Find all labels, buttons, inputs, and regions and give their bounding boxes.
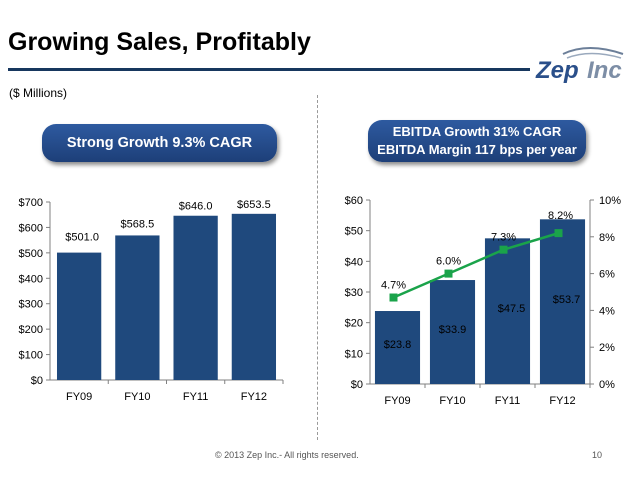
ebitda-bar bbox=[484, 238, 531, 384]
sales-x-tick-label: FY10 bbox=[124, 391, 150, 403]
ebitda-y-tick-label: $50 bbox=[345, 226, 363, 238]
ebitda-x-tick-label: FY09 bbox=[384, 395, 410, 407]
sales-x-tick-label: FY12 bbox=[241, 391, 267, 403]
ebitda-x-tick-label: FY10 bbox=[439, 395, 465, 407]
margin-marker bbox=[444, 269, 453, 278]
sales-y-tick-label: $400 bbox=[19, 273, 43, 285]
margin-y-tick-label: 6% bbox=[599, 269, 615, 281]
zepinc-logo: Zep Inc bbox=[535, 47, 624, 84]
sales-data-label: $501.0 bbox=[65, 232, 99, 244]
ebitda-data-label: $33.9 bbox=[439, 324, 467, 336]
sales-x-tick-label: FY11 bbox=[183, 391, 208, 403]
ebitda-margin-text: EBITDA Margin 117 bps per year bbox=[377, 142, 577, 157]
ebitda-bar bbox=[374, 311, 421, 384]
copyright-footer: © 2013 Zep Inc.- All rights reserved. bbox=[215, 450, 359, 460]
sales-bar bbox=[56, 252, 102, 380]
ebitda-y-tick-label: $20 bbox=[345, 318, 363, 330]
sales-growth-callout: Strong Growth 9.3% CAGR bbox=[42, 124, 277, 162]
sales-data-label: $646.0 bbox=[179, 201, 213, 213]
margin-line bbox=[393, 231, 559, 299]
units-label: ($ Millions) bbox=[9, 86, 68, 100]
page-number: 10 bbox=[592, 450, 603, 460]
sales-bar bbox=[115, 235, 160, 380]
ebitda-growth-text: EBITDA Growth 31% CAGR bbox=[392, 124, 562, 139]
sales-y-tick-label: $500 bbox=[19, 248, 43, 260]
sales-y-tick-label: $300 bbox=[19, 299, 43, 311]
margin-y-tick-label: 2% bbox=[599, 342, 615, 354]
slide-title: Growing Sales, Profitably bbox=[8, 28, 311, 56]
ebitda-callout: EBITDA Growth 31% CAGR EBITDA Margin 117… bbox=[368, 120, 586, 162]
margin-marker bbox=[389, 293, 398, 302]
margin-data-label: 8.2% bbox=[548, 210, 573, 222]
ebitda-data-label: $47.5 bbox=[498, 303, 526, 315]
margin-data-label: 4.7% bbox=[381, 280, 406, 292]
logo-arcs bbox=[562, 47, 624, 59]
sales-y-tick-label: $0 bbox=[31, 375, 43, 387]
sales-y-tick-label: $200 bbox=[19, 324, 43, 336]
logo-text-tail: Inc bbox=[587, 57, 622, 84]
logo-text-main: Zep bbox=[535, 57, 579, 84]
sales-bar bbox=[173, 215, 218, 380]
margin-marker bbox=[499, 245, 508, 254]
sales-data-label: $653.5 bbox=[237, 199, 271, 211]
ebitda-x-tick-label: FY11 bbox=[495, 395, 520, 407]
title-rule bbox=[8, 68, 530, 71]
margin-y-tick-label: 10% bbox=[599, 195, 621, 207]
ebitda-x-tick-label: FY12 bbox=[549, 395, 575, 407]
sales-data-label: $568.5 bbox=[121, 218, 155, 230]
margin-y-tick-label: 0% bbox=[599, 379, 615, 391]
sales-y-tick-label: $700 bbox=[19, 197, 43, 209]
ebitda-data-label: $53.7 bbox=[553, 294, 581, 306]
sales-x-tick-label: FY09 bbox=[66, 391, 92, 403]
ebitda-y-tick-label: $0 bbox=[351, 379, 363, 391]
sales-y-tick-label: $600 bbox=[19, 222, 43, 234]
ebitda-y-tick-label: $10 bbox=[345, 348, 363, 360]
margin-data-label: 7.3% bbox=[491, 232, 516, 244]
section-divider bbox=[317, 95, 318, 440]
margin-y-tick-label: 4% bbox=[599, 305, 615, 317]
margin-y-tick-label: 8% bbox=[599, 232, 615, 244]
margin-marker bbox=[554, 229, 563, 238]
margin-data-label: 6.0% bbox=[436, 256, 461, 268]
ebitda-bar bbox=[429, 280, 476, 384]
ebitda-y-tick-label: $30 bbox=[345, 287, 363, 299]
sales-bar bbox=[231, 213, 277, 380]
ebitda-y-tick-label: $40 bbox=[345, 256, 363, 268]
ebitda-data-label: $23.8 bbox=[384, 339, 412, 351]
ebitda-y-tick-label: $60 bbox=[345, 195, 363, 207]
sales-y-tick-label: $100 bbox=[19, 350, 43, 362]
ebitda-bar bbox=[539, 219, 586, 384]
